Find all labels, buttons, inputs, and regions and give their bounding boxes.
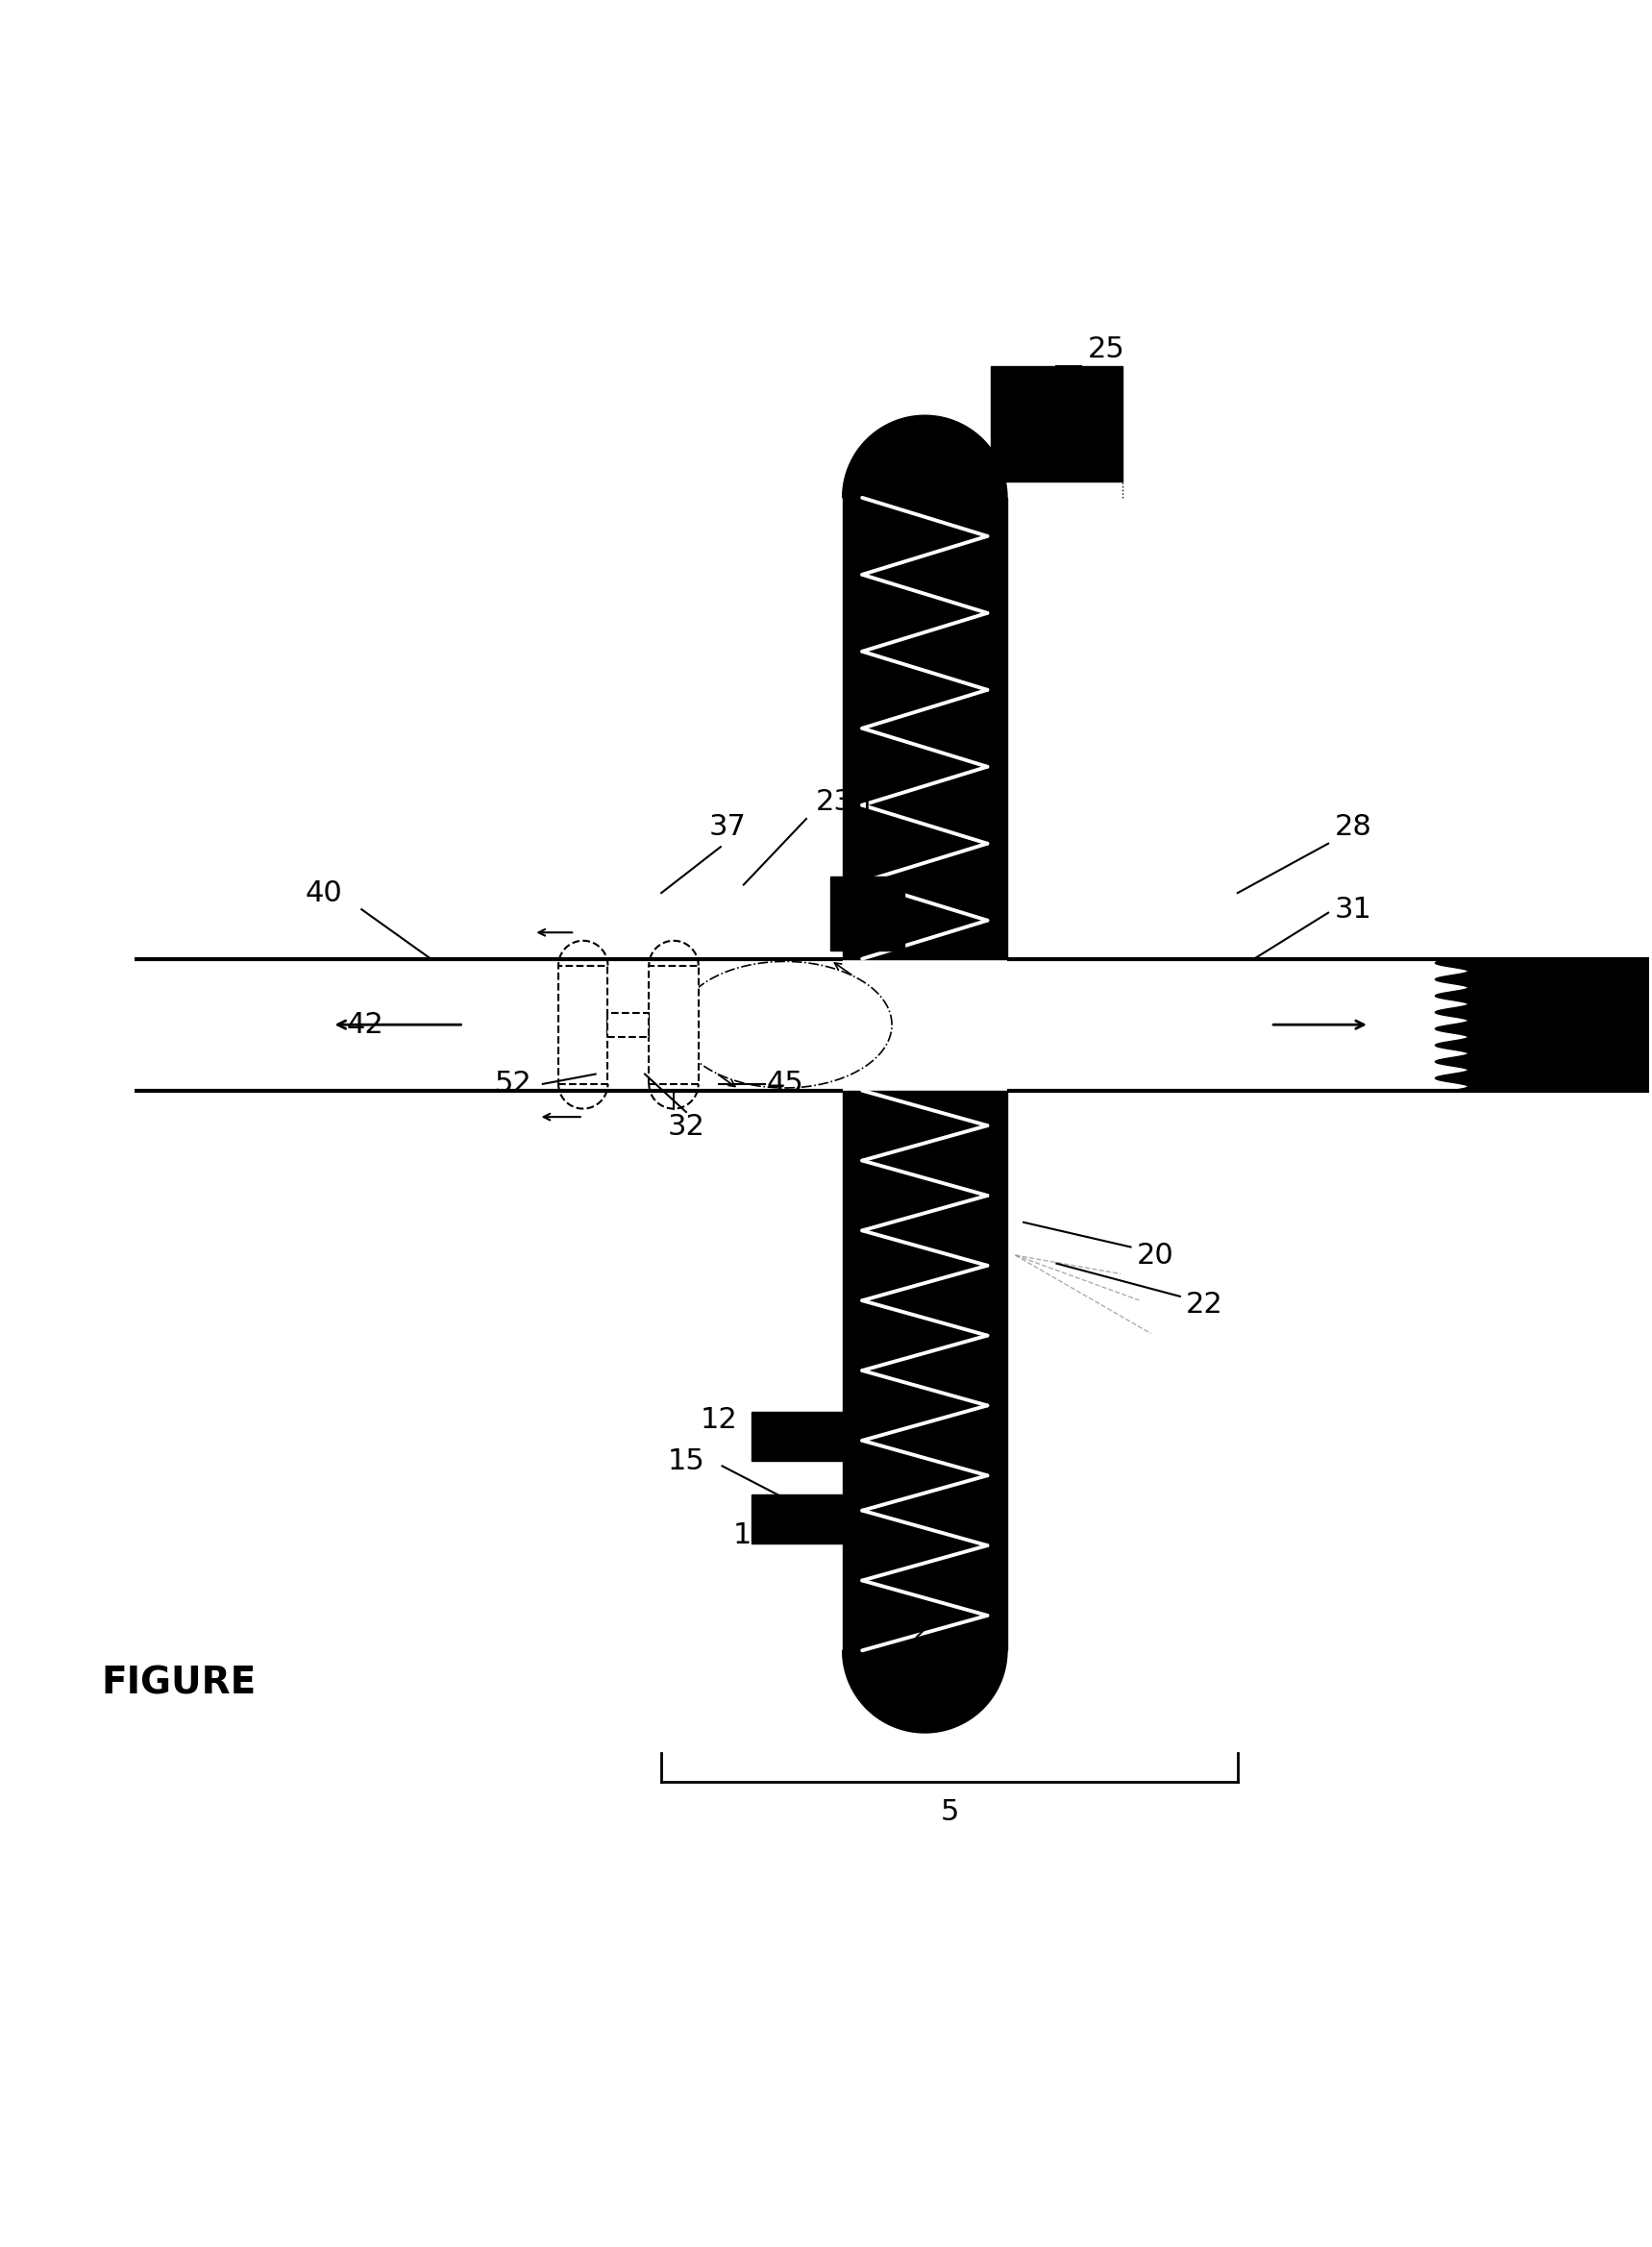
Polygon shape bbox=[843, 416, 1008, 499]
Text: 17: 17 bbox=[733, 1521, 770, 1548]
Text: 20: 20 bbox=[1137, 1240, 1175, 1270]
Polygon shape bbox=[1436, 959, 1649, 1090]
Text: 12: 12 bbox=[700, 1407, 737, 1434]
Text: 40: 40 bbox=[306, 879, 342, 908]
Text: FIGURE: FIGURE bbox=[101, 1665, 256, 1701]
Bar bbox=[752, 1411, 843, 1461]
Text: 28: 28 bbox=[1335, 813, 1371, 840]
Text: 45: 45 bbox=[767, 1070, 803, 1099]
Text: 37: 37 bbox=[709, 813, 747, 840]
Text: 15: 15 bbox=[667, 1447, 705, 1474]
Text: 23: 23 bbox=[816, 789, 852, 816]
Bar bbox=[752, 1494, 843, 1544]
Text: 52: 52 bbox=[494, 1070, 532, 1099]
Bar bbox=[649, 966, 699, 1083]
Bar bbox=[843, 499, 1008, 959]
Text: 18: 18 bbox=[890, 1645, 927, 1672]
Text: 25: 25 bbox=[1087, 335, 1125, 364]
Text: 10: 10 bbox=[841, 1101, 877, 1130]
Bar bbox=[558, 966, 608, 1083]
Bar bbox=[829, 876, 904, 950]
Text: 19: 19 bbox=[849, 829, 885, 858]
Polygon shape bbox=[843, 1652, 1008, 1732]
Text: 42: 42 bbox=[347, 1011, 383, 1038]
Bar bbox=[991, 366, 1122, 481]
Text: 31: 31 bbox=[1335, 897, 1371, 924]
Bar bbox=[608, 1013, 649, 1036]
Text: 22: 22 bbox=[1186, 1290, 1224, 1319]
Bar bbox=[843, 1090, 1008, 1652]
Text: 32: 32 bbox=[667, 1112, 705, 1141]
Text: 5: 5 bbox=[940, 1798, 958, 1827]
